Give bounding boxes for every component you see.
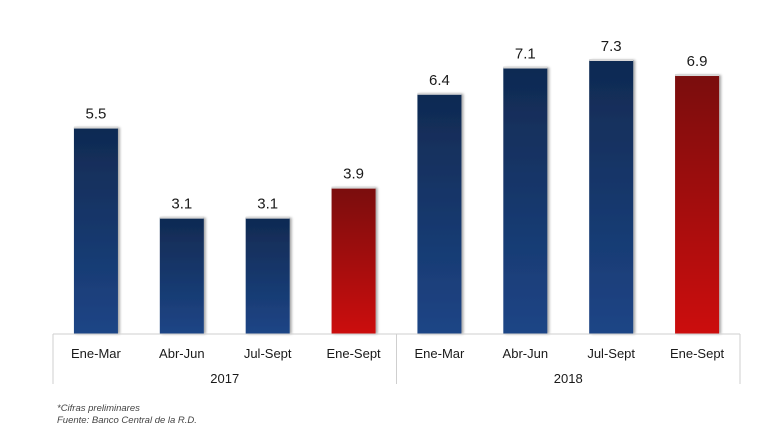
bar-cap-4 [331,186,376,189]
category-label-5: Ene-Mar [415,346,466,361]
bar-7 [589,60,634,334]
value-label-8: 6.9 [687,53,708,70]
bar-4 [331,187,376,334]
source-note: Fuente: Banco Central de la R.D. [57,415,197,426]
bar-cap-8 [675,74,720,77]
value-label-2: 3.1 [171,196,192,213]
category-label-1: Ene-Mar [71,346,122,361]
category-label-8: Ene-Sept [670,346,725,361]
value-label-3: 3.1 [257,196,278,213]
bar-3 [245,217,290,334]
bar-2 [159,217,204,334]
category-axis: Ene-Mar Abr-Jun Jul-Sept Ene-Sept Ene-Mar Abr… [52,333,741,386]
bar-cap-6 [503,66,548,69]
category-label-6: Abr-Jun [503,346,549,361]
preliminary-note: *Cifras preliminares [57,403,140,414]
bar-cap-5 [417,92,462,95]
value-label-5: 6.4 [429,72,450,89]
bars-layer [73,59,720,335]
group-label-1: 2017 [210,371,239,386]
bar-8 [675,75,720,334]
bar-1 [73,127,118,334]
bar-6 [503,67,548,335]
category-label-2: Abr-Jun [159,346,205,361]
category-label-7: Jul-Sept [587,346,635,361]
category-label-4: Ene-Sept [326,346,381,361]
bar-cap-7 [589,59,634,61]
value-label-1: 5.5 [86,106,107,123]
value-label-4: 3.9 [343,166,364,183]
bar-cap-1 [73,126,118,129]
value-label-7: 7.3 [601,38,622,55]
bar-cap-2 [159,216,204,219]
category-label-3: Jul-Sept [244,346,292,361]
bar-5 [417,93,462,334]
value-labels-layer: 5.5 3.1 3.1 3.9 6.4 7.1 7.3 6.9 [86,38,708,213]
bar-cap-3 [245,216,290,219]
group-label-2: 2018 [554,371,583,386]
value-label-6: 7.1 [515,46,536,63]
